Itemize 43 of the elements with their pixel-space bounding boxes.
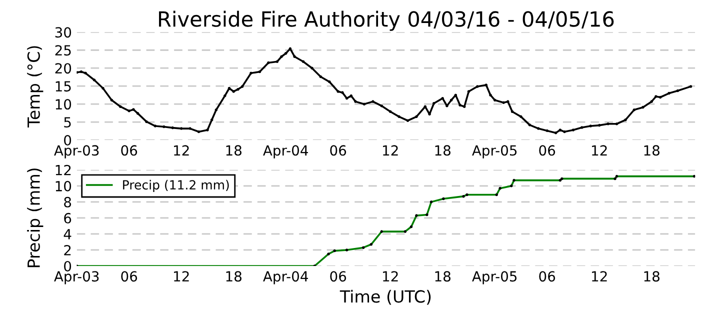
x-tick-label: 12 <box>592 145 607 156</box>
x-tick-label: 12 <box>174 271 189 282</box>
x-tick-label: 06 <box>539 145 556 156</box>
y-tick-label: 12 <box>56 164 71 176</box>
chart-title: Riverside Fire Authority 04/03/16 - 04/05/16 <box>159 10 614 31</box>
x-axis-title: Time (UTC) <box>340 290 431 305</box>
y-tick-label: 6 <box>64 212 72 224</box>
x-tick-label: 12 <box>383 271 398 282</box>
y-tick-label: 0 <box>64 135 72 146</box>
y-tick-label: 30 <box>55 27 72 38</box>
x-tick-label: Apr-03 <box>54 271 99 284</box>
x-tick-label: 18 <box>644 271 660 282</box>
x-tick-label: Apr-05 <box>472 271 517 284</box>
legend-label: Precip (11.2 mm) <box>123 180 229 192</box>
x-tick-label: 18 <box>226 145 242 156</box>
y-tick-label: 10 <box>56 180 72 192</box>
x-tick-label: 18 <box>644 145 660 156</box>
y-tick-label: 0 <box>64 260 72 272</box>
x-tick-label: 06 <box>330 271 346 282</box>
x-tick-label: 06 <box>330 145 346 156</box>
y-tick-label: 20 <box>55 63 72 74</box>
y-tick-label: 15 <box>56 81 71 92</box>
x-tick-label: 06 <box>539 271 556 282</box>
x-tick-label: 18 <box>226 271 242 282</box>
x-tick-label: 06 <box>121 145 138 156</box>
x-tick-label: Apr-04 <box>263 145 308 158</box>
x-tick-label: 18 <box>435 145 450 156</box>
x-tick-label: 18 <box>435 271 450 282</box>
x-tick-label: 12 <box>592 271 607 282</box>
y-tick-label: 5 <box>64 117 71 128</box>
x-tick-label: 12 <box>383 145 398 156</box>
x-tick-label: Apr-03 <box>54 145 99 158</box>
y-axis-title: Precip (mm) <box>27 168 44 268</box>
x-tick-label: Apr-04 <box>263 271 308 284</box>
y-tick-label: 2 <box>64 244 71 256</box>
y-tick-label: 4 <box>64 229 72 240</box>
y-tick-label: 25 <box>55 45 71 56</box>
x-tick-label: Apr-05 <box>472 145 517 158</box>
y-tick-label: 10 <box>56 99 72 110</box>
y-axis-title: Temp (°C) <box>27 46 44 128</box>
y-tick-label: 8 <box>64 196 72 208</box>
x-tick-label: 12 <box>174 145 189 156</box>
x-tick-label: 06 <box>121 271 138 282</box>
